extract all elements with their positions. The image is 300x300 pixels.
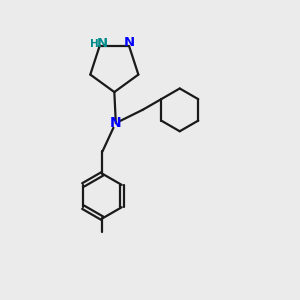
Text: N: N bbox=[110, 116, 122, 130]
Text: N: N bbox=[96, 38, 107, 50]
Text: N: N bbox=[124, 36, 135, 49]
Text: H: H bbox=[90, 39, 98, 49]
